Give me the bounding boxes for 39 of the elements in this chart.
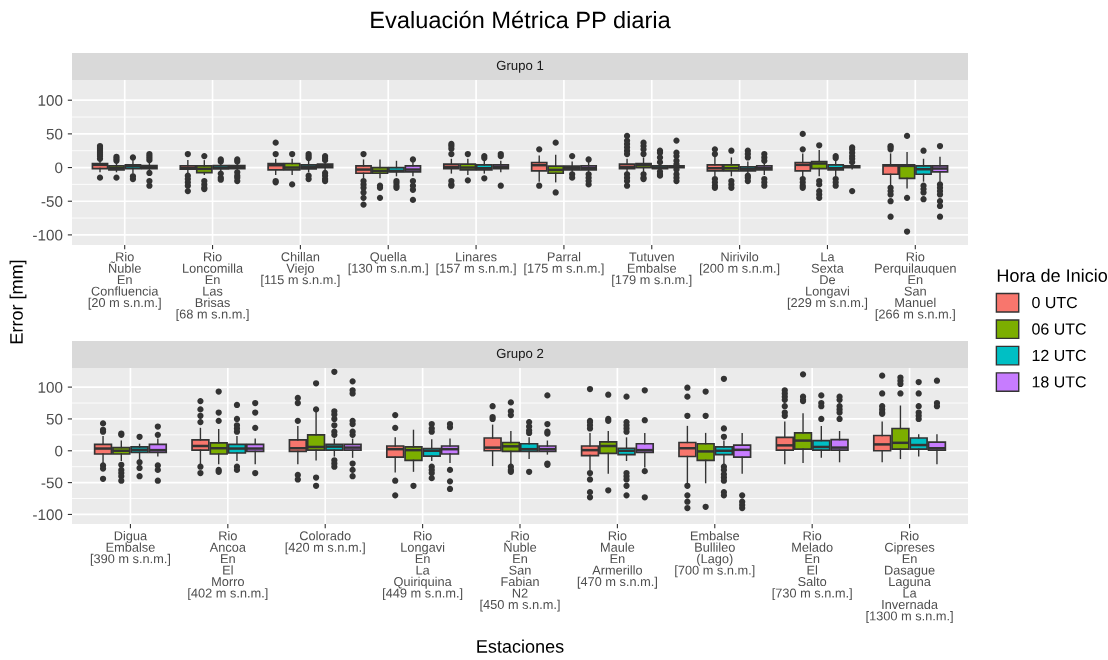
legend-title: Hora de Inicio	[997, 268, 1108, 282]
x-tick-label: Rio Perquilauquen En San Manuel [266 m s.n.m.]	[875, 251, 956, 322]
x-tick-label: Rio Longavi En La Quiriquina [449 m s.n.m.]	[383, 530, 463, 601]
x-tick-label: Rio Ñuble En San Fabian N2 [450 m s.n.m.]	[480, 530, 560, 612]
y-axis-title: Error [mm]	[9, 260, 27, 344]
chart-title: Evaluación Métrica PP diaria	[371, 10, 671, 29]
x-tick-label: La Sexta De Longavi [229 m s.n.m.]	[787, 252, 868, 310]
x-tick-label: Rio Ñuble En Confluencia [20 m s.n.m.]	[88, 251, 161, 310]
x-tick-label: Nirivilo [200 m s.n.m.]	[700, 251, 780, 276]
x-tick-label: Embalse Bullileo (Lago) [700 m s.n.m.]	[675, 530, 755, 578]
y-tick-label: -50	[41, 196, 63, 207]
y-tick-label: 50	[46, 128, 63, 140]
x-tick-label: Rio Loncomilla En Las Brisas [68 m s.n.m.]	[176, 251, 249, 322]
legend-label: 18 UTC	[1032, 376, 1086, 388]
x-tick-label: Quella [130 m s.n.m.]	[348, 251, 428, 276]
x-tick-label: Rio Melado En El Salto [730 m s.n.m.]	[772, 530, 852, 601]
x-tick-label: Tutuven Embalse [179 m s.n.m.]	[612, 252, 692, 287]
x-tick-label: Rio Ancoa En El Morro [402 m s.n.m.]	[188, 530, 268, 601]
y-tick-label: 100	[38, 381, 63, 393]
y-tick-label: -100	[33, 509, 63, 521]
x-tick-label: Chillan Viejo [115 m s.n.m.]	[261, 251, 340, 287]
x-tick-label: Digua Embalse [390 m s.n.m.]	[90, 530, 170, 566]
legend-label: 12 UTC	[1032, 349, 1086, 362]
chart-subtitle: Grupo 1	[496, 60, 544, 73]
legend-label: 0 UTC	[1032, 296, 1078, 309]
x-tick-label: Colorado [420 m s.n.m.]	[285, 530, 365, 555]
legend-label: 06 UTC	[1032, 323, 1086, 335]
x-axis-title: Estaciones	[477, 639, 564, 653]
y-tick-label: -50	[41, 477, 63, 489]
y-tick-label: -100	[33, 229, 63, 241]
y-tick-label: 100	[38, 95, 63, 106]
x-tick-label: Linares [157 m s.n.m.]	[436, 251, 516, 276]
x-tick-label: Rio Maule En Armerillo [470 m s.n.m.]	[577, 530, 657, 589]
y-tick-label: 50	[46, 413, 63, 425]
x-tick-label: Parral [175 m s.n.m.]	[524, 251, 604, 276]
y-tick-label: 0	[55, 445, 63, 457]
chart-subtitle: Grupo 2	[496, 348, 544, 361]
x-tick-label: Rio Cipreses En Dasague Laguna La Invernada [1300 m s.n.m.]	[866, 530, 953, 623]
y-tick-label: 0	[55, 162, 63, 174]
